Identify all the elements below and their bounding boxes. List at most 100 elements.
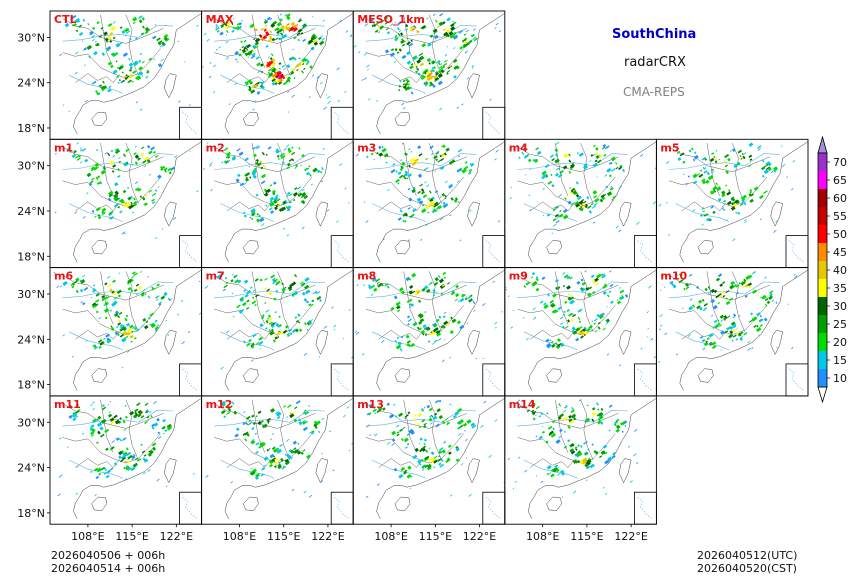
echo-cell <box>439 449 445 454</box>
echo-cell <box>433 281 439 287</box>
echo-cell <box>244 438 248 442</box>
echo-cell <box>517 456 521 459</box>
echo-cell <box>128 62 134 67</box>
echo-cell <box>58 437 62 440</box>
echo-cell <box>198 280 201 283</box>
echo-cell <box>156 283 160 287</box>
echo-cell <box>350 35 353 37</box>
province-boundary <box>732 143 745 204</box>
echo-cell <box>230 481 233 484</box>
echo-cell <box>311 299 315 303</box>
echo-cell <box>138 15 143 20</box>
echo-cell <box>457 148 463 153</box>
echo-cell <box>269 17 273 21</box>
echo-cell <box>425 222 430 227</box>
echo-cell <box>433 327 439 332</box>
echo-cell <box>228 103 231 106</box>
echo-cell <box>600 194 605 199</box>
echo-cell <box>71 14 77 19</box>
echo-cell <box>572 313 576 318</box>
echo-cell <box>434 209 439 213</box>
echo-cell <box>567 425 571 430</box>
province-boundary <box>732 271 745 332</box>
echo-cell <box>559 210 562 213</box>
echo-cell <box>258 214 261 218</box>
echo-cell <box>59 53 63 57</box>
echo-cell <box>439 217 444 221</box>
echo-cell <box>699 169 703 172</box>
echo-cell <box>206 38 210 42</box>
echo-cell <box>92 26 96 30</box>
echo-cell <box>447 421 449 424</box>
echo-cell <box>111 170 115 173</box>
echo-cell <box>573 417 577 421</box>
echo-cell <box>114 182 119 187</box>
echo-cell <box>296 320 299 323</box>
echo-cell <box>223 160 228 164</box>
echo-cell <box>275 335 279 338</box>
echo-cell <box>687 334 691 337</box>
echo-cell <box>115 42 121 48</box>
echo-cell <box>140 325 144 328</box>
echo-cell <box>118 311 123 315</box>
province-boundary <box>580 143 594 204</box>
taiwan-outline <box>315 458 329 484</box>
echo-cell <box>251 438 255 442</box>
echo-cell <box>606 305 608 308</box>
echo-cell <box>105 47 108 50</box>
echo-cell <box>740 196 745 201</box>
echo-cell <box>234 274 238 278</box>
echo-cell <box>418 153 423 157</box>
province-boundary <box>62 274 164 301</box>
echo-cell <box>425 449 429 453</box>
echo-cell <box>251 345 255 349</box>
echo-cell <box>147 419 150 421</box>
echo-cell <box>602 327 606 331</box>
echo-cell <box>518 405 522 409</box>
echo-cell <box>428 190 432 194</box>
echo-cell <box>113 462 118 466</box>
echo-cell <box>90 424 95 429</box>
echo-cell <box>560 469 565 475</box>
echo-cell <box>234 279 240 284</box>
echo-cell <box>710 288 715 293</box>
echo-cell <box>417 313 422 317</box>
echo-cell <box>272 192 276 196</box>
echo-cell <box>276 416 281 420</box>
echo-cell <box>396 305 401 310</box>
echo-cell <box>448 183 453 188</box>
province-boundary <box>529 458 575 468</box>
echo-cell <box>455 284 459 289</box>
echo-cell <box>578 398 582 402</box>
echo-cell <box>449 214 452 217</box>
echo-cell <box>67 446 69 448</box>
echo-cell <box>138 285 143 291</box>
echo-cell <box>406 50 411 56</box>
echo-cell <box>228 405 233 409</box>
echo-cell <box>398 84 402 88</box>
echo-cell <box>566 308 570 313</box>
echo-cell <box>417 173 423 178</box>
echo-cell <box>725 170 730 175</box>
hainan-outline <box>546 240 562 255</box>
echo-cell <box>132 16 138 22</box>
echo-cell <box>368 286 370 289</box>
echo-cell <box>430 331 436 336</box>
echo-cell <box>461 168 467 174</box>
echo-cell <box>337 99 340 103</box>
panel-label-m14: m14 <box>509 398 536 411</box>
echo-cell <box>418 52 424 57</box>
echo-cell <box>277 33 280 36</box>
echo-cell <box>419 62 425 67</box>
echo-cell <box>269 407 276 413</box>
echo-cell <box>154 236 158 240</box>
echo-cell <box>184 61 186 63</box>
echo-cell <box>236 22 240 26</box>
echo-cell <box>291 68 296 73</box>
echo-cell <box>461 38 467 43</box>
echo-cell <box>749 189 753 192</box>
echo-cell <box>567 439 571 443</box>
echo-cell <box>761 159 765 163</box>
echo-cell <box>88 182 93 187</box>
